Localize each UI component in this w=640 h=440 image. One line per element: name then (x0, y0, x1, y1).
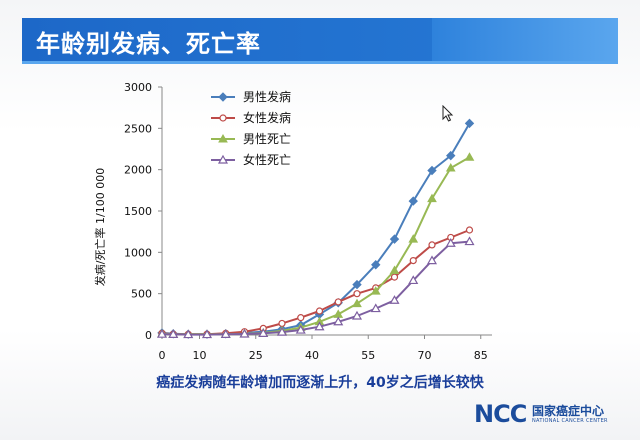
legend-marker (217, 154, 229, 164)
data-point (389, 295, 400, 304)
y-tick-label: 1500 (124, 205, 152, 218)
data-point (239, 328, 250, 338)
legend-label: 男性发病 (243, 89, 291, 104)
ncc-logo: NCC 国家癌症中心 NATIONAL CANCER CENTER (474, 400, 624, 428)
data-point (352, 298, 362, 308)
data-point (389, 234, 400, 244)
chart-caption: 癌症发病随年龄增加而逐渐上升，40岁之后增长较快 (156, 375, 484, 391)
logo-name-en: NATIONAL CANCER CENTER (532, 418, 608, 424)
data-point (389, 265, 400, 275)
data-point (465, 226, 474, 234)
data-point (201, 329, 213, 339)
data-point (220, 329, 231, 338)
data-point (427, 165, 437, 176)
series-line (161, 229, 470, 336)
legend-marker (218, 133, 228, 143)
legend-marker (218, 92, 228, 102)
x-tick-label: 25 (249, 349, 263, 362)
legend-label: 男性死亡 (243, 132, 291, 146)
y-tick-label: 2000 (124, 164, 152, 177)
y-axis-label: 发病/死亡率 1/100 000 (93, 168, 107, 286)
y-tick-label: 0 (145, 329, 152, 342)
data-point (183, 329, 194, 339)
legend-label: 女性死亡 (243, 152, 291, 167)
legend-marker (219, 114, 227, 122)
data-point (445, 238, 456, 247)
data-point (352, 279, 362, 290)
data-point (426, 255, 438, 265)
data-point (258, 328, 269, 337)
page-title: 年龄别发病、死亡率 (36, 30, 261, 58)
x-tick-label: 0 (159, 349, 166, 362)
data-point (351, 310, 363, 320)
y-tick-label: 3000 (124, 81, 152, 94)
logo-mark: NCC (474, 400, 527, 428)
x-tick-label: 70 (418, 349, 432, 362)
legend-label: 女性发病 (243, 110, 291, 125)
data-point (334, 298, 342, 306)
data-point (427, 193, 437, 203)
data-point (409, 257, 417, 265)
data-point (297, 314, 305, 322)
x-tick-label: 55 (361, 349, 375, 362)
data-point (278, 319, 286, 328)
y-tick-label: 1000 (124, 246, 152, 259)
data-point (353, 290, 361, 298)
data-point (276, 326, 288, 336)
title-bar: 年龄别发病、死亡率 (22, 18, 618, 64)
data-point (371, 260, 381, 270)
data-point (464, 152, 475, 161)
series-line (161, 240, 470, 336)
data-point (315, 307, 324, 315)
series-2 (158, 226, 474, 338)
x-tick-label: 10 (193, 349, 207, 362)
data-point (168, 329, 179, 338)
title-bar-accent (432, 18, 618, 61)
x-tick-label: 40 (305, 349, 319, 362)
data-point (295, 324, 306, 334)
data-point (445, 163, 456, 172)
data-point (314, 321, 325, 331)
data-point (464, 236, 475, 246)
data-point (408, 234, 419, 243)
data-point (428, 241, 436, 249)
data-point (446, 150, 456, 161)
series-1 (157, 118, 475, 339)
data-point (464, 118, 475, 129)
data-point (370, 286, 381, 295)
logo-name-cn: 国家癌症中心 (532, 404, 605, 418)
data-point (408, 275, 419, 285)
mouse-cursor-icon (442, 105, 454, 122)
data-point (370, 303, 381, 313)
data-point (156, 328, 168, 338)
series-4 (156, 236, 475, 339)
data-point (408, 196, 418, 206)
series-line (161, 122, 471, 336)
y-tick-label: 2500 (124, 122, 152, 135)
y-tick-label: 500 (131, 288, 152, 301)
x-tick-label: 85 (474, 349, 488, 362)
data-point (333, 316, 344, 326)
data-point (390, 273, 399, 281)
